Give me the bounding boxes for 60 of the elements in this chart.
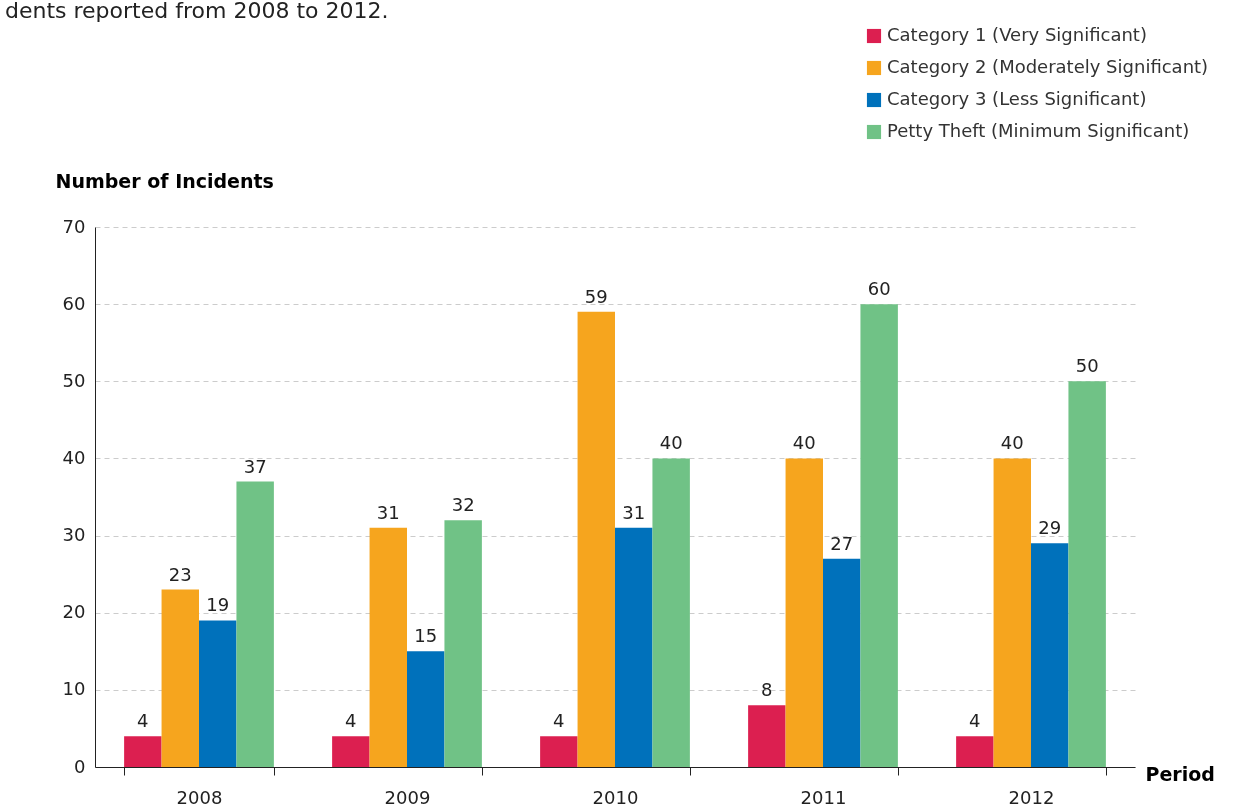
legend-label: Category 2 (Moderately Significant) — [887, 56, 1209, 77]
bar — [124, 736, 162, 767]
data-label: 31 — [376, 501, 400, 523]
y-tick-label: 40 — [62, 446, 86, 468]
y-tick-label: 20 — [62, 601, 86, 623]
bar — [199, 620, 237, 767]
bar — [993, 458, 1031, 767]
data-label: 4 — [137, 710, 149, 732]
y-axis-title: Number of Incidents — [55, 169, 274, 192]
data-label: 4 — [345, 710, 357, 732]
legend-label: Category 3 (Less Significant) — [887, 88, 1147, 109]
bar — [540, 736, 578, 767]
data-label: 59 — [584, 285, 608, 307]
bar — [748, 705, 786, 767]
bar — [785, 458, 823, 767]
x-tick-label: 2010 — [592, 786, 639, 808]
data-label: 40 — [792, 432, 816, 454]
bar — [1068, 381, 1106, 767]
x-axis-title: Period — [1145, 762, 1215, 785]
data-label: 27 — [830, 532, 854, 554]
x-tick-label: 2012 — [1008, 786, 1055, 808]
x-tick-label: 2008 — [176, 786, 223, 808]
x-tick-label: 2009 — [384, 786, 431, 808]
y-tick-label: 10 — [62, 678, 86, 700]
data-label: 23 — [168, 563, 192, 585]
data-label: 4 — [553, 710, 565, 732]
data-label: 15 — [414, 625, 438, 647]
data-label: 32 — [451, 494, 475, 516]
bar — [407, 651, 445, 767]
bar — [161, 589, 199, 767]
data-label: 31 — [622, 501, 646, 523]
bar — [332, 736, 370, 767]
bar — [956, 736, 994, 767]
bar — [236, 481, 274, 767]
bar — [577, 311, 615, 767]
x-tick-label: 2011 — [800, 786, 847, 808]
bar — [444, 520, 482, 767]
bar — [652, 458, 690, 767]
legend-label: Petty Theft (Minimum Significant) — [887, 120, 1190, 141]
data-label: 4 — [969, 710, 981, 732]
data-label: 37 — [243, 455, 267, 477]
text: dents reported from 2008 to 2012. — [5, 0, 389, 23]
y-tick-label: 60 — [62, 292, 86, 314]
data-label: 60 — [867, 278, 891, 300]
bar — [860, 304, 898, 767]
bar — [615, 527, 653, 767]
bar — [1031, 543, 1069, 767]
data-label: 50 — [1075, 355, 1099, 377]
data-label: 40 — [1000, 432, 1024, 454]
data-label: 8 — [761, 679, 773, 701]
data-label: 40 — [659, 432, 683, 454]
y-tick-label: 70 — [62, 215, 86, 237]
legend-label: Category 1 (Very Significant) — [887, 24, 1147, 45]
y-tick-label: 50 — [62, 369, 86, 391]
data-label: 29 — [1038, 517, 1062, 539]
y-tick-label: 30 — [62, 524, 86, 546]
bar — [369, 527, 407, 767]
data-label: 19 — [206, 594, 230, 616]
y-tick-label: 0 — [74, 755, 86, 777]
bar — [823, 558, 861, 767]
